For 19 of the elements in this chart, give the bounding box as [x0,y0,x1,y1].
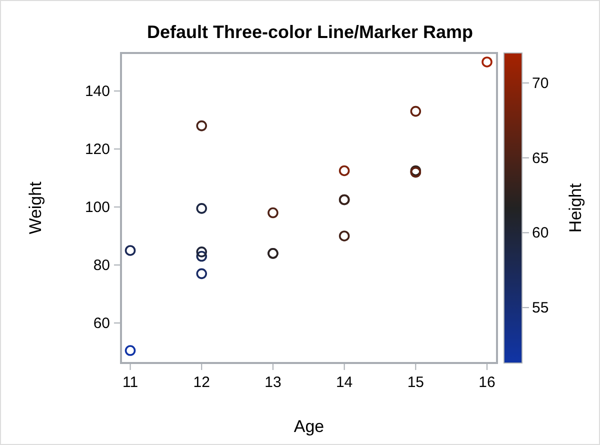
x-axis-title: Age [294,417,324,436]
x-tick-label: 12 [193,374,210,391]
y-tick-label: 60 [93,314,110,332]
y-tick-label: 120 [84,140,110,158]
x-tick-label: 16 [478,374,496,391]
x-tick-label: 13 [264,374,282,391]
color-bar-title: Height [566,183,585,233]
color-bar-label: 60 [532,224,549,242]
y-axis-title: Weight [26,181,45,234]
color-bar-label: 65 [532,150,549,167]
y-tick-label: 100 [84,198,110,216]
color-bar-label: 70 [532,74,549,92]
chart-title: Default Three-color Line/Marker Ramp [146,22,474,42]
color-bar-label: 55 [532,300,549,317]
x-tick-label: 15 [407,374,424,391]
y-tick-label: 80 [93,256,110,274]
x-tick-label: 14 [336,374,353,391]
y-tick-label: 140 [84,82,110,100]
x-tick-label: 11 [122,374,138,391]
